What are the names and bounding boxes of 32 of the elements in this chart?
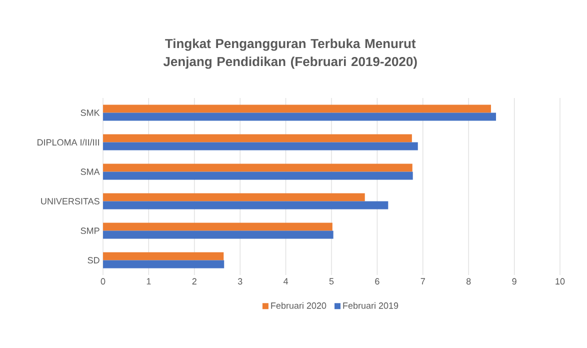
bar: [103, 142, 418, 150]
x-tick-label: 8: [466, 278, 471, 285]
x-tick-label: 3: [238, 278, 242, 285]
x-tick-label: 7: [420, 278, 425, 284]
bar: [103, 230, 334, 239]
chart-title: Tingkat Pengangguran Terbuka Menurut Jenjang Pendidikan (Februari 2019-2020): [163, 38, 417, 69]
bar: [103, 222, 332, 231]
y-tick-label: DIPLOMA I/II/III: [38, 138, 99, 146]
x-tick-label: 10: [556, 278, 565, 285]
legend-label: Februari 2020: [271, 302, 326, 309]
x-tick-label: 2: [192, 278, 196, 284]
bar: [103, 260, 224, 268]
bar: [103, 252, 224, 260]
bar: [103, 104, 491, 113]
x-tick-label: 9: [512, 278, 516, 285]
bar: [103, 164, 412, 172]
x-tick-label: 1: [146, 278, 151, 284]
bar: [103, 112, 496, 121]
bar: [103, 134, 412, 142]
x-tick-label: 4: [284, 278, 288, 284]
y-tick-label: UNIVERSITAS: [41, 198, 100, 204]
x-tick-label: 0: [100, 278, 106, 285]
x-tick-label: 5: [329, 278, 334, 284]
bar: [103, 172, 413, 180]
bar: [103, 201, 388, 210]
y-tick-label: SMP: [80, 228, 100, 234]
y-tick-label: SD: [88, 257, 100, 264]
x-tick-label: 6: [375, 278, 380, 285]
y-tick-label: SMA: [80, 168, 100, 175]
y-tick-label: SMK: [80, 110, 100, 116]
bar: [103, 193, 365, 202]
legend-label: Februari 2019: [343, 302, 398, 309]
